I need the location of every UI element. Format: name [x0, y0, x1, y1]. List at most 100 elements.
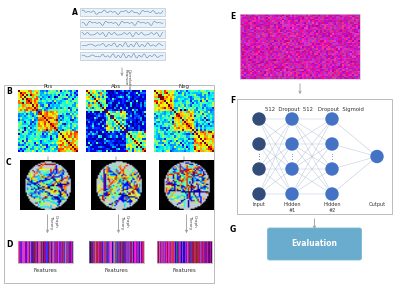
Text: ⋮: ⋮ — [328, 153, 336, 160]
Bar — [80, 52, 165, 60]
Text: Features: Features — [105, 268, 128, 273]
Bar — [136, 241, 138, 263]
Bar — [193, 241, 194, 263]
Bar — [72, 241, 73, 263]
Bar — [91, 241, 92, 263]
Bar — [170, 241, 171, 263]
Bar — [48, 241, 49, 263]
Bar — [210, 241, 211, 263]
Circle shape — [253, 188, 265, 200]
Bar — [32, 241, 34, 263]
Text: Hidden
#1: Hidden #1 — [283, 202, 301, 213]
Bar — [187, 241, 188, 263]
Bar — [38, 241, 39, 263]
Text: Output: Output — [368, 202, 386, 207]
Bar — [30, 241, 31, 263]
Bar — [18, 241, 73, 263]
Bar — [158, 241, 159, 263]
Bar — [183, 241, 184, 263]
Bar — [192, 241, 193, 263]
Circle shape — [326, 113, 338, 125]
Bar — [116, 241, 118, 263]
Circle shape — [253, 113, 265, 125]
Text: Abs: Abs — [111, 84, 121, 89]
Bar — [124, 241, 125, 263]
Bar — [200, 241, 201, 263]
Bar — [167, 241, 168, 263]
Bar — [58, 241, 59, 263]
Bar — [52, 241, 53, 263]
Bar — [46, 241, 48, 263]
Bar — [60, 241, 61, 263]
Bar — [202, 241, 203, 263]
Bar — [21, 241, 22, 263]
Bar — [80, 8, 165, 16]
Text: G: G — [230, 225, 236, 234]
Bar — [114, 241, 115, 263]
Bar — [196, 241, 197, 263]
Bar — [135, 241, 136, 263]
Bar — [157, 241, 212, 263]
Text: Pearson: Pearson — [124, 69, 128, 85]
Bar — [53, 241, 54, 263]
Bar — [42, 241, 43, 263]
Bar — [34, 241, 36, 263]
Bar — [64, 241, 65, 263]
Bar — [56, 241, 58, 263]
Bar — [166, 241, 167, 263]
Bar — [20, 241, 21, 263]
Bar — [121, 241, 122, 263]
Bar — [176, 241, 177, 263]
Circle shape — [286, 113, 298, 125]
Bar — [94, 241, 96, 263]
Bar — [24, 241, 25, 263]
Circle shape — [286, 163, 298, 175]
Text: Threshold: Threshold — [186, 158, 190, 178]
Bar — [37, 241, 38, 263]
Bar — [197, 241, 198, 263]
Bar — [69, 241, 70, 263]
Text: Threshold: Threshold — [50, 158, 54, 178]
Bar — [120, 241, 121, 263]
Bar — [28, 241, 29, 263]
Bar — [188, 241, 189, 263]
Bar — [138, 241, 140, 263]
Text: Graph
Theory: Graph Theory — [188, 215, 197, 229]
Bar — [118, 241, 119, 263]
Text: Hidden
#2: Hidden #2 — [323, 202, 341, 213]
Bar — [165, 241, 166, 263]
Bar — [59, 241, 60, 263]
Bar — [131, 241, 132, 263]
Bar — [109, 241, 110, 263]
Bar — [180, 241, 181, 263]
Bar — [134, 241, 135, 263]
Bar — [178, 241, 179, 263]
Text: F: F — [230, 96, 235, 105]
Bar — [169, 241, 170, 263]
Bar — [128, 241, 129, 263]
Circle shape — [286, 138, 298, 150]
Bar — [61, 241, 62, 263]
Bar — [103, 241, 104, 263]
Bar — [123, 241, 124, 263]
Bar — [159, 241, 160, 263]
Bar — [184, 241, 186, 263]
Text: Pos: Pos — [43, 84, 53, 89]
Bar — [97, 241, 98, 263]
Bar — [132, 241, 133, 263]
Bar — [211, 241, 212, 263]
Bar — [125, 241, 126, 263]
Bar — [22, 241, 24, 263]
Bar — [43, 241, 44, 263]
Bar — [96, 241, 97, 263]
Bar — [41, 241, 42, 263]
Bar — [4, 85, 214, 283]
Bar — [171, 241, 172, 263]
Circle shape — [286, 188, 298, 200]
Text: Correlation: Correlation — [127, 69, 131, 92]
Bar — [50, 241, 51, 263]
Bar — [66, 241, 68, 263]
Bar — [65, 241, 66, 263]
Text: E: E — [230, 12, 235, 21]
Bar — [168, 241, 169, 263]
